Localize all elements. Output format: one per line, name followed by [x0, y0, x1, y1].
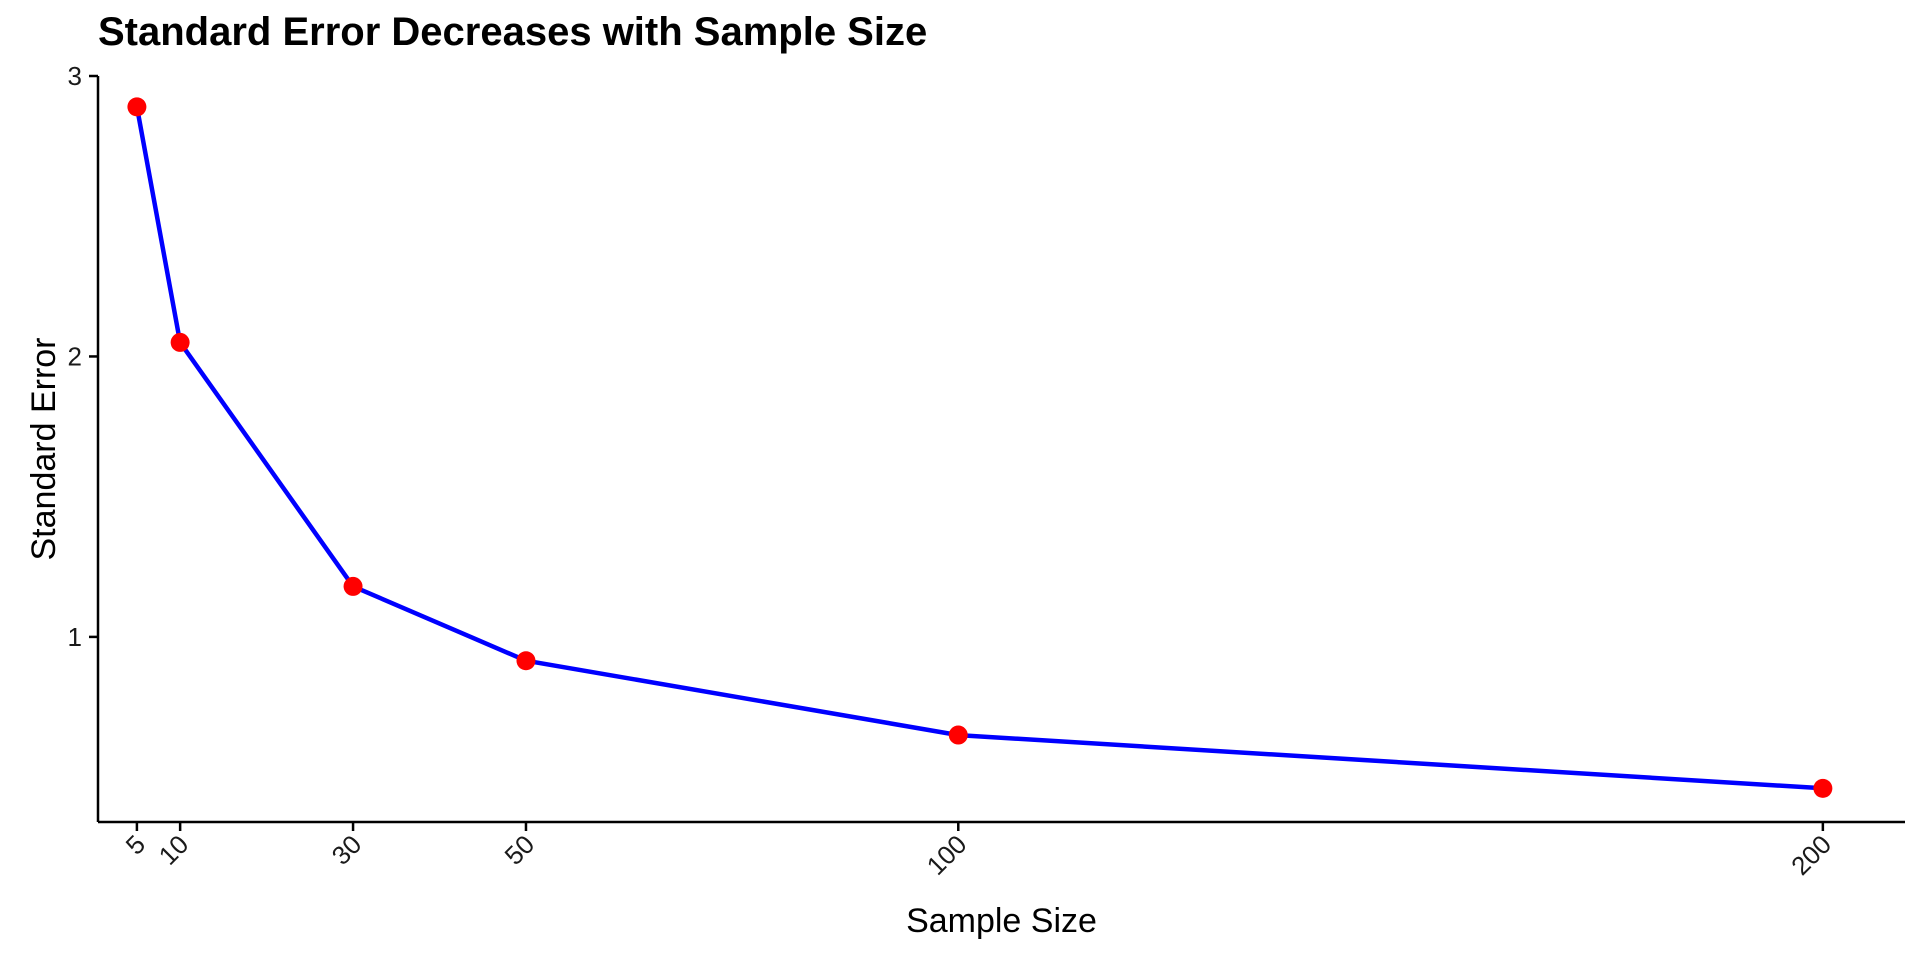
- data-point: [516, 651, 536, 671]
- axes: [96, 76, 1905, 824]
- y-axis-title: Standard Error: [25, 338, 63, 561]
- x-tick-label: 30: [326, 829, 368, 871]
- data-point: [1813, 778, 1833, 798]
- y-tick-label: 1: [68, 622, 82, 652]
- x-tick-label: 10: [153, 829, 195, 871]
- data-point: [170, 332, 190, 352]
- y-tick-label: 3: [68, 61, 82, 91]
- y-axis-ticks: 1 2 3: [68, 61, 98, 652]
- y-tick-label: 2: [68, 341, 82, 371]
- series-line-group: [134, 106, 1824, 791]
- x-tick-label: 200: [1785, 829, 1837, 881]
- x-tick-label: 100: [921, 829, 973, 881]
- data-point: [343, 576, 363, 596]
- x-axis-title: Sample Size: [906, 902, 1097, 940]
- series-points-group: [127, 97, 1833, 798]
- data-point: [127, 97, 147, 117]
- chart-title: Standard Error Decreases with Sample Siz…: [98, 10, 928, 54]
- x-tick-label: 50: [499, 829, 541, 871]
- data-point: [948, 725, 968, 745]
- x-axis-ticks: 5 10 30 50 100 200: [120, 822, 1837, 881]
- series-line: [134, 106, 1824, 791]
- x-tick-label: 5: [120, 829, 151, 860]
